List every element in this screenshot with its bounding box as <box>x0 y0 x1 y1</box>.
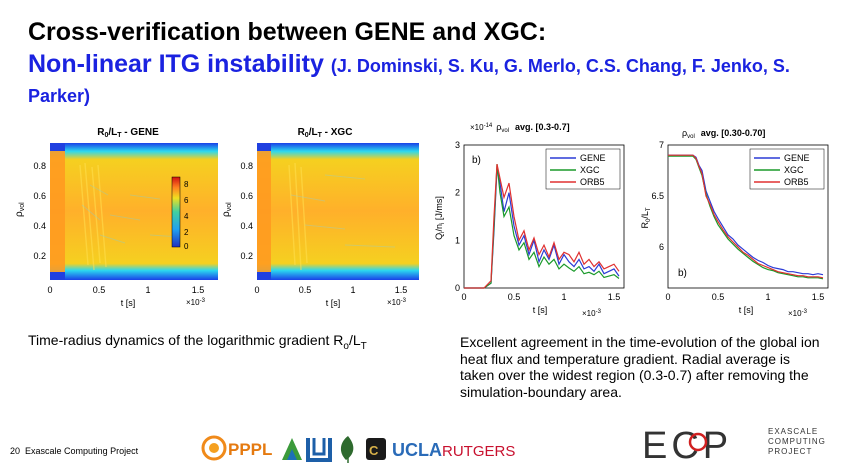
x-axis-exponent: ×10-3 <box>582 309 602 318</box>
argonne-logo <box>282 438 302 460</box>
x-tick: 1 <box>350 285 355 295</box>
series-line-orb5 <box>668 154 824 279</box>
colorbar-tick: 6 <box>184 196 189 205</box>
svg-text:PPPL: PPPL <box>228 440 272 459</box>
authors-text: (J. Dominski, S. Ku, G. Merlo, C.S. Chan… <box>28 56 790 106</box>
svg-text:EXASCALE: EXASCALE <box>768 427 818 436</box>
x-tick: 1 <box>145 285 150 295</box>
y-tick: 7 <box>659 140 664 150</box>
caption-right: Excellent agreement in the time-evolutio… <box>460 334 820 400</box>
heatmap-gene-colorbar <box>171 176 181 248</box>
x-tick: 0.5 <box>299 285 312 295</box>
x-tick: 1.5 <box>608 292 621 302</box>
slide-subtitle: Non-linear ITG instability (J. Dominski,… <box>28 50 828 110</box>
heat-flux-chart: ×10-14 ρvol avg. [0.3-0.7] 0 0.5 1 1.5 0 1 2 3 b)… <box>434 122 625 318</box>
x-tick: 1.5 <box>812 292 825 302</box>
x-tick: 0 <box>461 292 466 302</box>
y-tick: 1 <box>455 235 460 245</box>
panel-label: b) <box>472 155 481 166</box>
legend-label: ORB5 <box>784 177 809 187</box>
x-tick: 1 <box>561 292 566 302</box>
heatmap-xgc-title: R0/LT - XGC <box>298 127 353 139</box>
chart-title: ρvol avg. [0.30-0.70] <box>682 128 765 140</box>
colorbar-tick: 4 <box>184 212 189 221</box>
series-line-xgc <box>464 164 620 289</box>
x-tick: 1.5 <box>395 285 408 295</box>
x-tick: 0 <box>254 285 259 295</box>
y-tick: 0 <box>455 283 460 293</box>
y-tick: 0.4 <box>33 221 46 231</box>
series-line-gene <box>464 168 620 289</box>
y-tick: 6 <box>659 242 664 252</box>
y-axis-label: R0/LT <box>640 207 652 228</box>
legend: GENE XGC ORB5 <box>749 148 825 190</box>
ucla-logo: UCLA <box>392 440 442 460</box>
y-tick: 0.2 <box>240 251 253 261</box>
legend-label: GENE <box>784 153 810 163</box>
y-tick: 2 <box>455 188 460 198</box>
y-tick: 0.6 <box>240 191 253 201</box>
caption-left: Time-radius dynamics of the logarithmic … <box>28 332 367 352</box>
y-tick: 0.8 <box>33 161 46 171</box>
svg-text:COMPUTING: COMPUTING <box>768 437 826 446</box>
heatmap-gene-title: R0/LT - GENE <box>97 127 159 139</box>
svg-text:PROJECT: PROJECT <box>768 447 812 456</box>
heatmap-gene-ylabel: ρvol <box>14 202 26 217</box>
heatmap-gene-xexp: ×10-3 <box>186 298 206 307</box>
legend-label: ORB5 <box>580 177 605 187</box>
heatmap-gene-plot <box>50 143 218 280</box>
heatmap-xgc-ylabel: ρvol <box>221 202 233 217</box>
cu-logo: C <box>366 438 386 460</box>
x-axis-label: t [s] <box>533 305 548 315</box>
heatmap-xgc-xexp: ×10-3 <box>387 298 407 307</box>
svg-text:ECP: ECP <box>642 425 732 466</box>
colorbar-tick: 0 <box>184 242 189 251</box>
series-line-gene <box>668 154 824 276</box>
gradient-chart: ρvol avg. [0.30-0.70] 0 0.5 1 1.5 7 6.5 6 b) R0… <box>640 128 829 318</box>
page-number: 20 <box>10 446 21 456</box>
y-tick: 3 <box>455 140 460 150</box>
x-axis-label: t [s] <box>739 305 754 315</box>
legend-label: GENE <box>580 153 606 163</box>
oak-leaf-logo <box>340 436 354 463</box>
legend: GENE XGC ORB5 <box>545 148 621 190</box>
y-tick: 0.4 <box>240 221 253 231</box>
partner-logos: PPPL C UCLA RUTGERS <box>201 435 515 463</box>
series-line-orb5 <box>464 163 620 289</box>
chart-title: ×10-14 ρvol avg. [0.3-0.7] <box>470 122 570 134</box>
panel-label: b) <box>678 268 687 279</box>
y-tick: 0.8 <box>240 161 253 171</box>
uiuc-logo <box>306 438 332 462</box>
x-tick: 0.5 <box>508 292 521 302</box>
legend-label: XGC <box>784 165 804 175</box>
subtitle-text: Non-linear ITG instability <box>28 50 324 78</box>
heatmap-gene: R0/LT - GENE 8 6 4 2 0 0.8 0.6 0.4 0.2 ρ… <box>14 127 218 308</box>
y-tick: 0.6 <box>33 191 46 201</box>
svg-text:C: C <box>369 443 379 458</box>
y-tick: 6.5 <box>651 191 664 201</box>
slide-title: Cross-verification between GENE and XGC: <box>28 18 547 46</box>
x-axis-exponent: ×10-3 <box>788 309 808 318</box>
legend-label: XGC <box>580 165 600 175</box>
rutgers-logo: RUTGERS <box>442 443 515 460</box>
y-tick: 0.2 <box>33 251 46 261</box>
heatmap-xgc-plot <box>257 143 419 280</box>
x-tick: 1 <box>765 292 770 302</box>
colorbar-tick: 2 <box>184 228 189 237</box>
footer-text: Exascale Computing Project <box>25 446 139 456</box>
footer: 20 Exascale Computing Project <box>10 446 138 456</box>
heatmap-xgc-xlabel: t [s] <box>326 298 341 308</box>
colorbar-tick: 8 <box>184 180 189 189</box>
x-tick: 0.5 <box>712 292 725 302</box>
heatmap-gene-xlabel: t [s] <box>121 298 136 308</box>
x-tick: 0 <box>665 292 670 302</box>
heatmap-xgc: R0/LT - XGC 0.8 0.6 0.4 0.2 ρvol 0 0.5 1… <box>221 127 419 308</box>
x-tick: 1.5 <box>192 285 205 295</box>
ecp-logo: ECP EXASCALE COMPUTING PROJECT <box>642 425 826 466</box>
x-tick: 0 <box>47 285 52 295</box>
y-axis-label: Qi/ni [J/ms] <box>434 196 446 240</box>
pppl-logo: PPPL <box>201 435 272 461</box>
x-tick: 0.5 <box>93 285 106 295</box>
